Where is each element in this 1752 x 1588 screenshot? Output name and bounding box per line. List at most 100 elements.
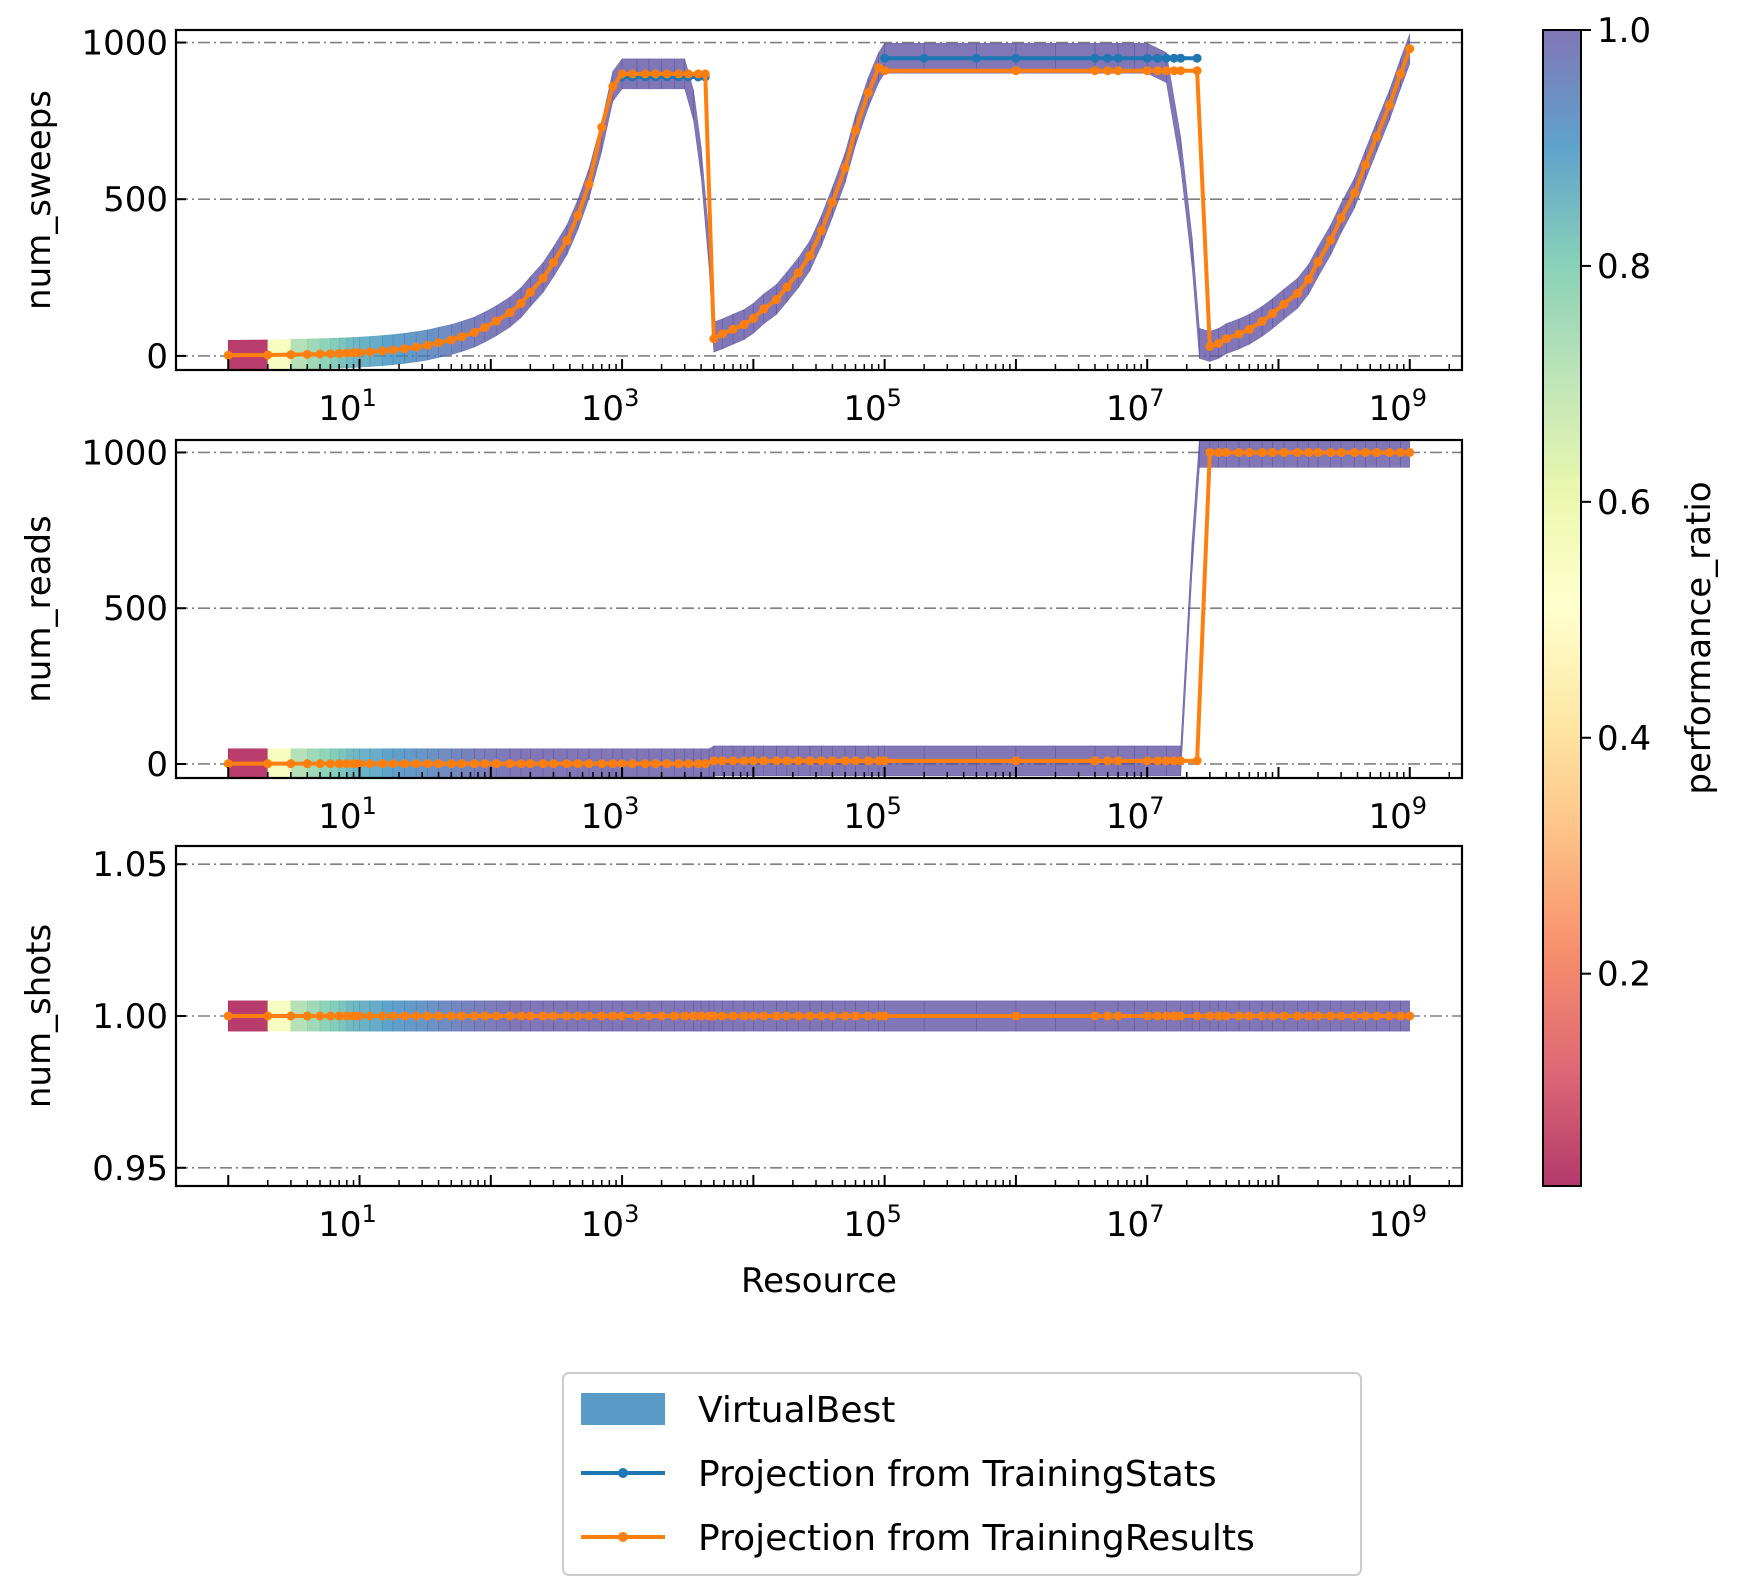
series-point: [1142, 756, 1152, 766]
series-point: [827, 197, 837, 207]
series-point: [827, 756, 837, 766]
series-point: [334, 759, 344, 769]
series-point: [1372, 132, 1382, 142]
series-point: [1313, 257, 1323, 267]
series-point: [469, 327, 479, 337]
series-point: [1153, 53, 1163, 63]
series-point: [863, 88, 873, 98]
series-point: [573, 1011, 583, 1021]
series-point: [446, 759, 456, 769]
series-point: [805, 251, 815, 261]
series-point: [696, 1011, 706, 1021]
series-point: [816, 226, 826, 236]
series-point: [1142, 66, 1152, 76]
series-point: [771, 294, 781, 304]
series-point: [1304, 274, 1314, 284]
colorbar-gradient: [1543, 30, 1581, 1186]
series-point: [505, 1011, 515, 1021]
series-point: [759, 756, 769, 766]
series-point: [1267, 447, 1277, 457]
plot-area: [223, 1000, 1415, 1032]
series-point: [315, 759, 325, 769]
series-point: [1090, 756, 1100, 766]
series-point: [1192, 53, 1202, 63]
ytick-label: 0: [146, 745, 168, 785]
series-point: [597, 1011, 607, 1021]
series-point: [1405, 44, 1415, 54]
series-point: [1214, 1011, 1224, 1021]
series-point: [851, 125, 861, 135]
series-point: [674, 759, 684, 769]
series-point: [388, 1011, 398, 1021]
series-point: [640, 759, 650, 769]
series-point: [365, 347, 375, 357]
series-point: [423, 759, 433, 769]
virtualbest-segment: [1191, 237, 1200, 359]
xtick-label: 101: [318, 792, 377, 837]
series-point: [1257, 316, 1267, 326]
series-point: [627, 69, 637, 79]
series-point: [657, 1011, 667, 1021]
series-point: [1161, 66, 1171, 76]
series-point: [651, 759, 661, 769]
ytick-label: 500: [103, 180, 168, 220]
xtick-label: 107: [1106, 792, 1165, 837]
series-point: [1244, 447, 1254, 457]
series-point: [480, 322, 490, 332]
series-point: [1192, 756, 1202, 766]
series-point: [1293, 288, 1303, 298]
series-point: [739, 1011, 749, 1021]
series-point: [1326, 235, 1336, 245]
panel-num_sweeps: 0 500 1000 101 103 105 107 109 num_sweeps: [19, 24, 1464, 429]
xtick-label: 103: [581, 384, 640, 429]
series-point: [516, 298, 526, 308]
series-point: [1090, 53, 1100, 63]
series-point: [423, 1011, 433, 1021]
series-line-results: [228, 48, 1412, 358]
series-point: [1395, 447, 1405, 457]
series-point: [378, 759, 388, 769]
series-point: [1372, 1011, 1382, 1021]
series-point: [446, 1011, 456, 1021]
series-point: [388, 759, 398, 769]
series-point: [1293, 447, 1303, 457]
ytick-label: 0: [146, 337, 168, 377]
series-point: [1350, 188, 1360, 198]
series-point: [717, 329, 727, 339]
panel-num_reads: 0 500 1000 101 103 105 107 109 num_reads: [19, 433, 1464, 837]
virtualbest-segment: [1191, 440, 1200, 571]
series-point: [263, 759, 273, 769]
series-point: [457, 759, 467, 769]
series-point: [840, 1011, 850, 1021]
series-point: [759, 1011, 769, 1021]
series-point: [302, 759, 312, 769]
series-point: [538, 273, 548, 283]
legend-swatch-band: [581, 1393, 665, 1425]
series-point: [1234, 447, 1244, 457]
colorbar-tick-label: 0.8: [1597, 247, 1651, 287]
series-point: [1267, 309, 1277, 319]
series-point: [880, 1011, 890, 1021]
series-point: [608, 759, 618, 769]
series-point: [469, 759, 479, 769]
series-point: [355, 347, 365, 357]
series-point: [608, 81, 618, 91]
series-point: [683, 759, 693, 769]
series-point: [851, 1011, 861, 1021]
series-point: [805, 1011, 815, 1021]
series-point: [525, 1011, 535, 1021]
series-point: [1192, 66, 1202, 76]
series-point: [971, 53, 981, 63]
series-point: [334, 348, 344, 358]
series-point: [434, 759, 444, 769]
series-point: [1221, 334, 1231, 344]
series-point: [1113, 756, 1123, 766]
series-point: [378, 1011, 388, 1021]
series-point: [315, 1011, 325, 1021]
series-point: [516, 759, 526, 769]
ytick-label: 500: [103, 589, 168, 629]
series-point: [640, 69, 650, 79]
series-point: [1360, 447, 1370, 457]
series-point: [1336, 447, 1346, 457]
series-point: [505, 759, 515, 769]
